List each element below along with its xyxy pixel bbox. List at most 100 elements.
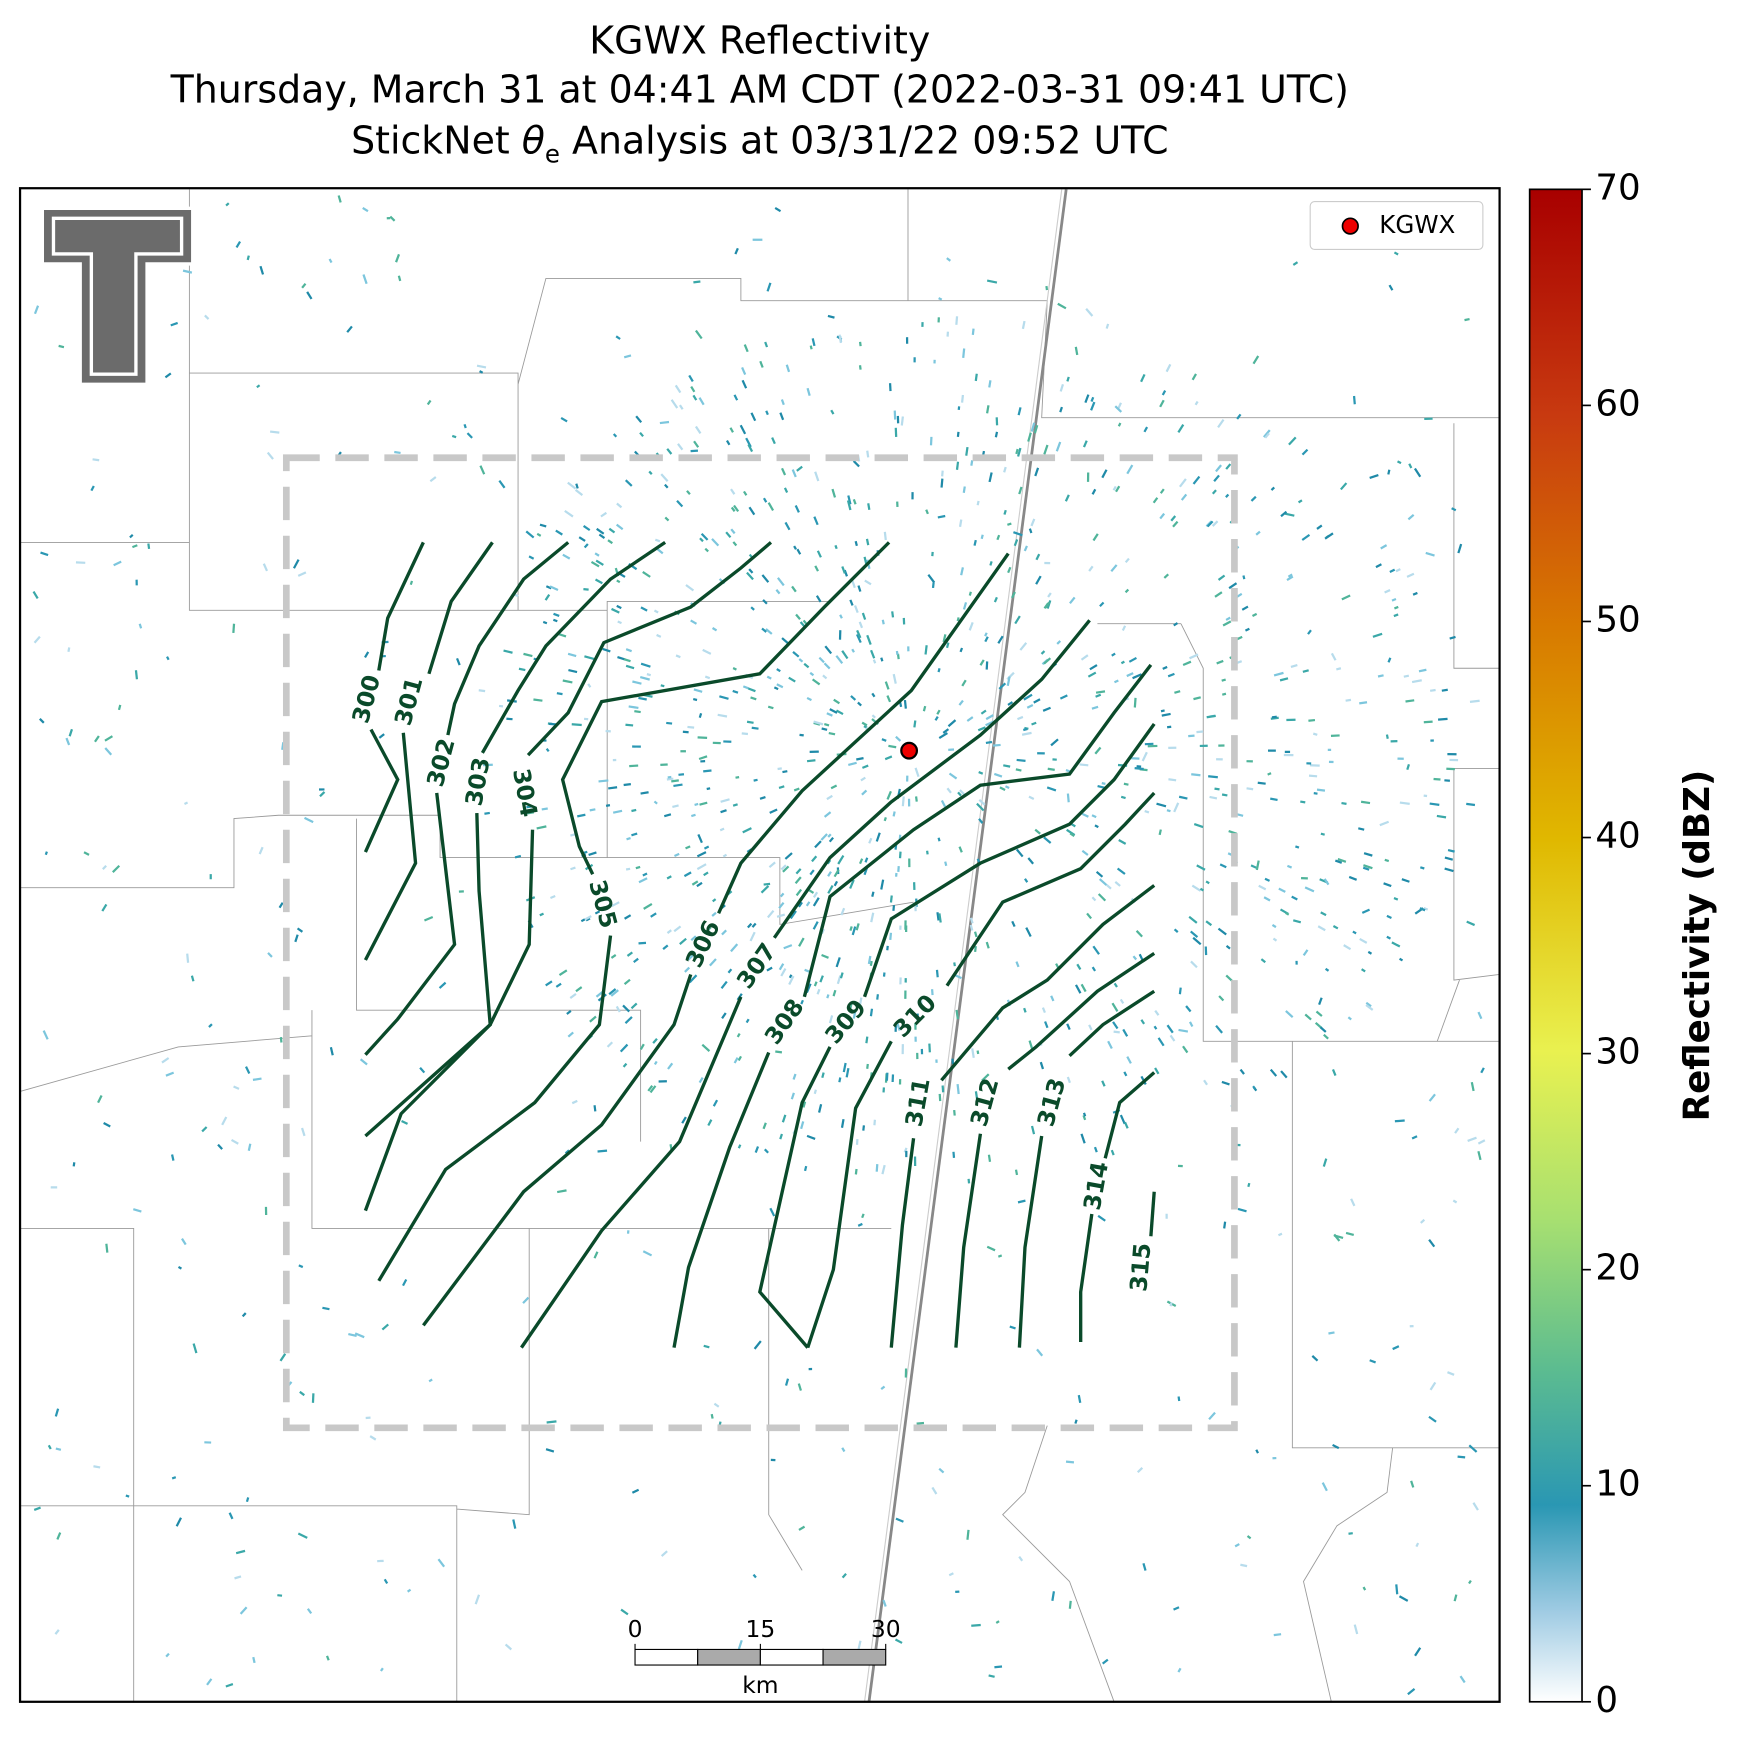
radar-echo [858, 858, 864, 865]
radar-echo [1098, 878, 1108, 886]
radar-echo [596, 527, 605, 535]
radar-echo [1330, 734, 1340, 737]
radar-echo [1343, 944, 1352, 951]
radar-echo [1160, 709, 1165, 713]
radar-echo [1017, 447, 1022, 457]
radar-echo [269, 430, 280, 434]
radar-echo [1449, 635, 1456, 640]
radar-echo [479, 465, 486, 475]
scale-segment [759, 1648, 824, 1666]
radar-echo [666, 875, 672, 880]
radar-echo [1314, 1021, 1323, 1029]
radar-echo [556, 1189, 567, 1194]
radar-echo [297, 571, 307, 577]
radar-echo [1365, 1001, 1372, 1008]
radar-echo [190, 975, 195, 982]
radar-echo [612, 809, 623, 814]
radar-echo [901, 1044, 904, 1055]
radar-echo [204, 314, 210, 320]
radar-echo [1036, 1348, 1044, 1357]
radar-echo [745, 437, 752, 448]
radar-echo [1255, 860, 1260, 871]
radar-echo [806, 387, 811, 397]
radar-echo [690, 813, 696, 818]
radar-echo [662, 944, 669, 951]
radar-echo [722, 853, 728, 858]
radar-echo [1024, 878, 1029, 883]
radar-echo [854, 1168, 858, 1175]
radar-echo [1418, 668, 1427, 673]
radar-echo [693, 688, 703, 693]
radar-echo [700, 532, 709, 541]
radar-echo [1211, 489, 1217, 495]
radar-echo [871, 891, 875, 897]
radar-echo [820, 833, 828, 841]
radar-echo [865, 538, 870, 546]
radar-echo [1147, 744, 1158, 748]
radar-echo [1367, 950, 1373, 955]
radar-echo [55, 1447, 62, 1451]
radar-echo [1021, 320, 1026, 330]
radar-echo [701, 1043, 711, 1052]
radar-echo [720, 809, 727, 814]
radar-echo [1433, 777, 1441, 781]
radar-echo [1043, 444, 1049, 455]
radar-echo [675, 654, 681, 659]
radar-echo [790, 1092, 795, 1100]
radar-site [900, 741, 919, 760]
radar-echo [252, 1077, 262, 1081]
radar-echo [958, 846, 963, 853]
radar-echo [642, 570, 651, 578]
radar-echo [739, 424, 747, 435]
radar-echo [1394, 605, 1399, 610]
radar-echo [935, 969, 939, 978]
radar-echo [759, 360, 764, 368]
radar-echo [1369, 1359, 1377, 1364]
radar-echo [1159, 512, 1166, 520]
radar-echo [1252, 1085, 1257, 1090]
radar-echo [848, 761, 857, 767]
radar-echo [1091, 814, 1097, 819]
radar-echo [1295, 845, 1300, 849]
radar-echo [72, 1162, 76, 1167]
radar-echo [746, 720, 754, 724]
radar-echo [816, 550, 822, 558]
radar-echo [730, 506, 736, 512]
radar-echo [1042, 706, 1051, 712]
radar-echo [922, 705, 927, 712]
radar-echo [751, 726, 759, 730]
radar-echo [638, 877, 648, 884]
radar-echo [1166, 809, 1171, 813]
radar-echo [611, 901, 620, 908]
radar-echo [94, 735, 100, 743]
radar-echo [1172, 520, 1179, 528]
colorbar-ticks: 0 10 20 30 40 50 60 70 [1582, 167, 1641, 1721]
radar-echo [1447, 753, 1457, 756]
radar-echo [732, 803, 738, 807]
radar-echo [925, 509, 929, 515]
radar-echo [986, 279, 998, 284]
radar-echo [866, 634, 872, 645]
radar-echo [1219, 863, 1227, 869]
radar-echo [630, 1002, 638, 1010]
radar-echo [895, 650, 899, 655]
radar-echo [533, 698, 543, 702]
radar-echo [1092, 533, 1099, 542]
radar-echo [733, 504, 740, 512]
radar-echo [1217, 574, 1226, 581]
radar-echo [1023, 693, 1033, 701]
radar-echo [775, 589, 781, 595]
analysis-domain [282, 454, 1238, 1432]
radar-echo [881, 1164, 886, 1175]
radar-echo [764, 341, 769, 348]
radar-echo [564, 509, 574, 518]
radar-echo [1215, 464, 1222, 473]
radar-echo [1447, 1371, 1455, 1376]
radar-echo [1162, 665, 1168, 670]
scale-unit: km [742, 1671, 778, 1699]
radar-echo [970, 460, 974, 466]
radar-echo [795, 613, 801, 620]
radar-echo [362, 274, 368, 285]
scale-bar: 0 15 30 km [628, 1615, 901, 1699]
radar-echo [712, 741, 721, 745]
